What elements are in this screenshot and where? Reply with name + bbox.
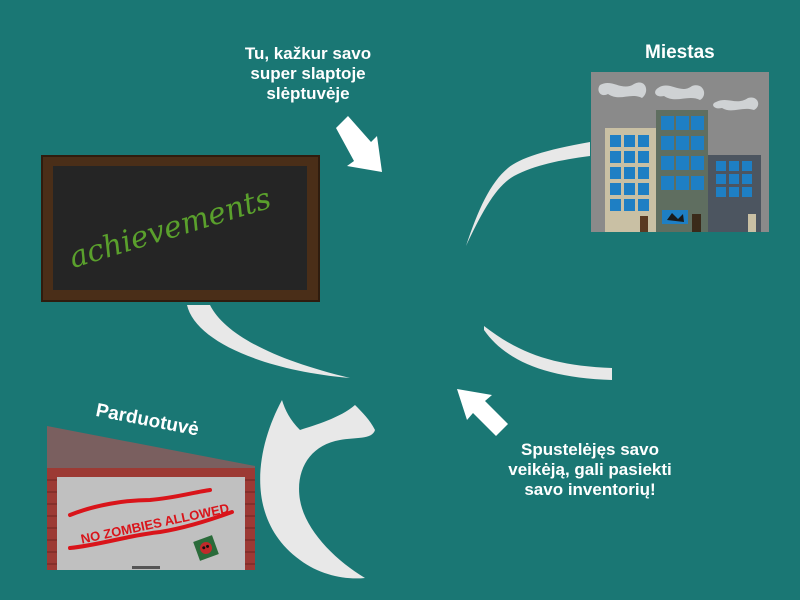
smoke-cloud [598, 82, 647, 98]
city-label[interactable]: Miestas [645, 42, 715, 63]
path-to-achievements [187, 305, 350, 378]
shop-location[interactable]: NO ZOMBIES ALLOWED [47, 426, 255, 570]
arrow-down-right-icon [336, 116, 382, 172]
inventory-hint: Spustelėjęs savo veikėją, gali pasiekti … [508, 440, 672, 499]
path-to-city [466, 142, 590, 246]
city-location[interactable] [591, 72, 769, 232]
achievements-board[interactable]: achievements [41, 155, 320, 302]
graffiti-scribble [68, 510, 234, 550]
arrow-up-left-icon [457, 389, 508, 436]
path-to-shop [260, 400, 375, 579]
zombie-sticker-icon [193, 535, 219, 561]
smoke-cloud [713, 97, 759, 111]
graffiti-scribble [68, 488, 212, 517]
smoke-cloud [655, 85, 705, 100]
hideout-hint: Tu, kažkur savo super slaptoje slėptuvėj… [244, 44, 372, 103]
path-to-inventory [484, 326, 612, 380]
